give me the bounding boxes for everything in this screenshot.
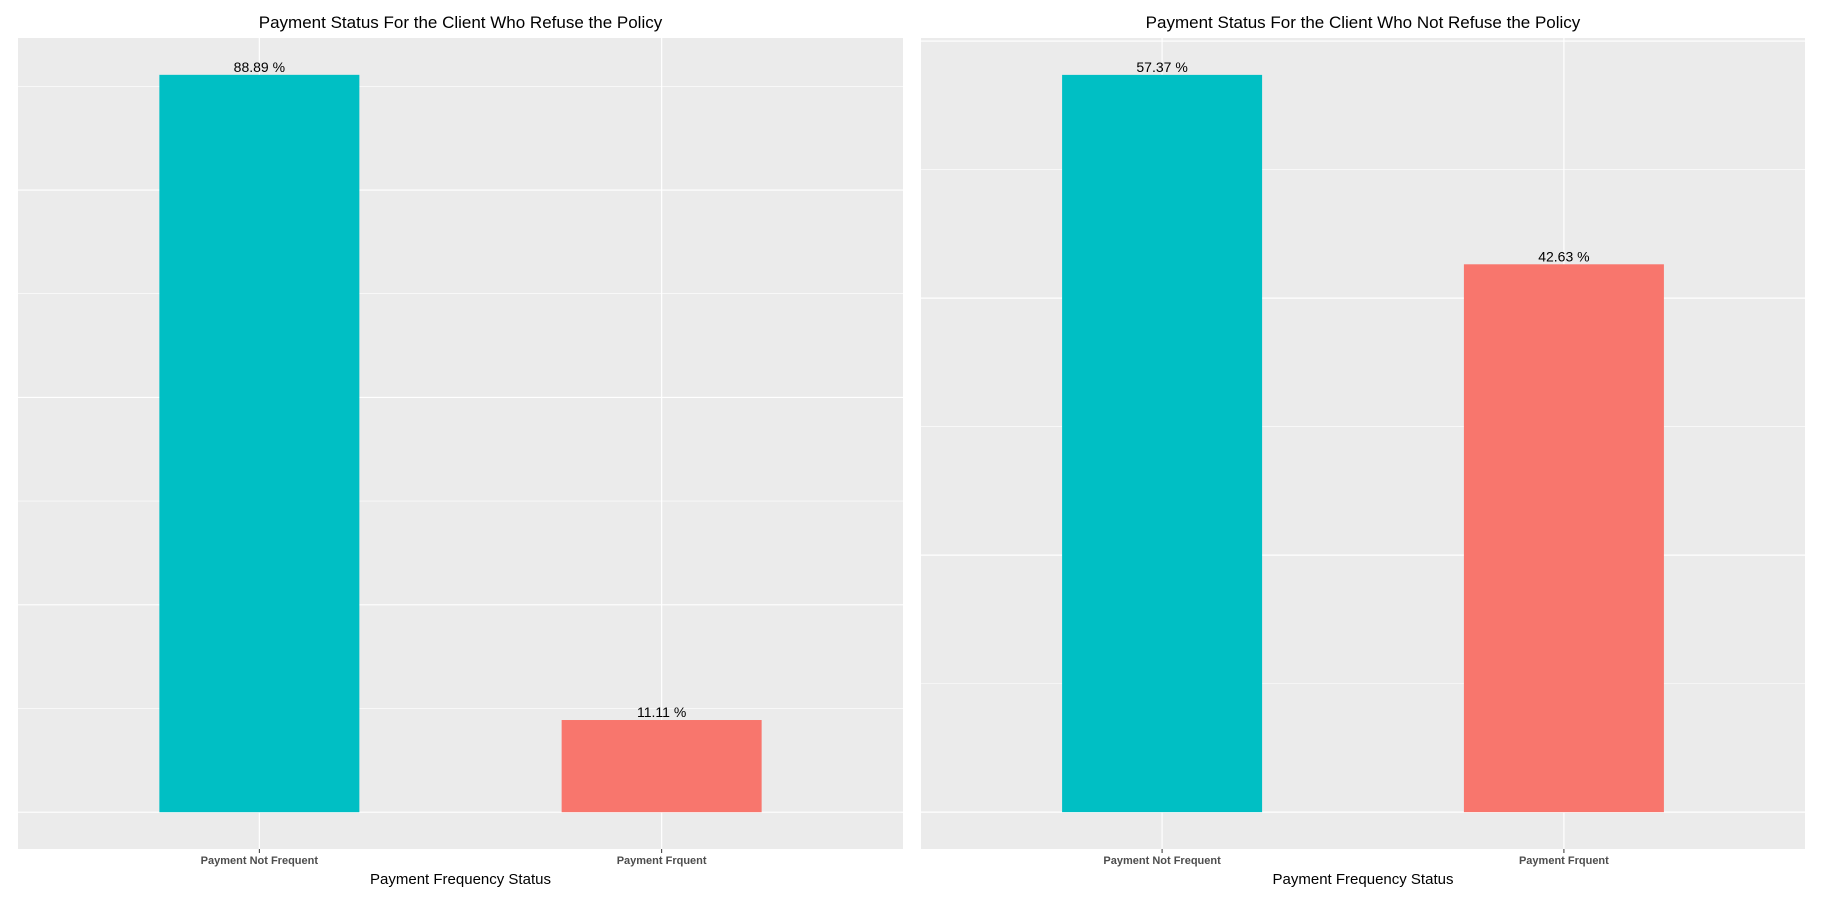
chart-panel-1: 88.89 % 11.11 % Payment Not Frequent Paymen… (18, 13, 903, 888)
x-tick-label: Payment Frquent (617, 855, 707, 867)
x-tick-label: Payment Frquent (1519, 855, 1609, 867)
chart-panel-2: 57.37 % 42.63 % Payment Not Frequent Paymen… (921, 13, 1805, 888)
bar-1[interactable] (1062, 74, 1263, 813)
panel-background (18, 38, 903, 849)
bar-2[interactable] (1463, 264, 1664, 813)
x-tick-label: Payment Not Frequent (201, 855, 319, 867)
chart-title: Payment Status For the Client Who Not Re… (1146, 13, 1581, 32)
data-label: 42.63 % (1538, 248, 1589, 264)
x-tick-label: Payment Not Frequent (1103, 855, 1221, 867)
bar-1[interactable] (159, 74, 360, 813)
chart-title: Payment Status For the Client Who Refuse… (259, 13, 663, 32)
x-axis-label: Payment Frequency Status (1273, 871, 1454, 888)
bar-2[interactable] (561, 720, 762, 813)
x-axis-label: Payment Frequency Status (370, 871, 551, 888)
panel-background (921, 38, 1805, 849)
data-label: 88.89 % (234, 59, 285, 75)
data-label: 11.11 % (637, 704, 686, 720)
data-label: 57.37 % (1136, 59, 1187, 75)
